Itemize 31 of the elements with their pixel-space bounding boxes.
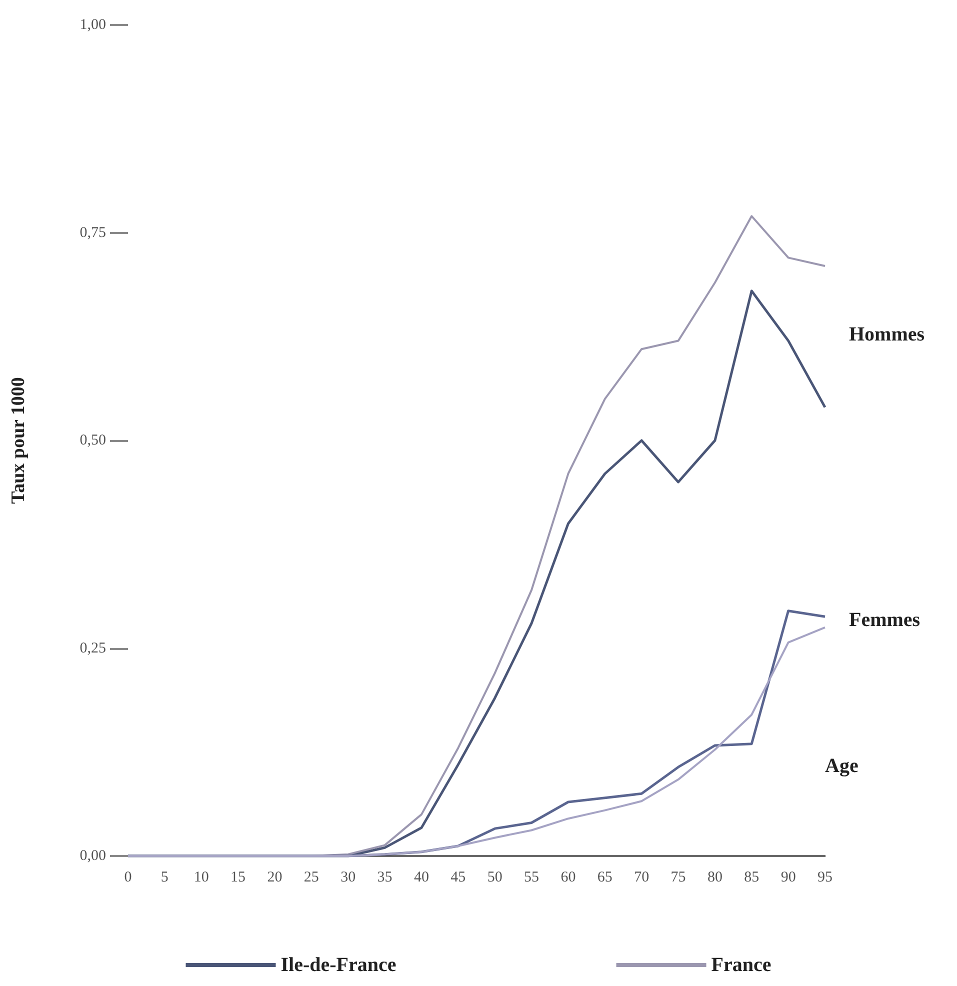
x-tick-label: 40 <box>414 870 429 886</box>
x-tick-label: 55 <box>524 870 540 886</box>
x-tick-label: 25 <box>304 870 319 886</box>
text: Hommes <box>849 324 925 346</box>
x-tick-label: 50 <box>487 870 502 886</box>
x-axis-title: Age <box>825 755 858 777</box>
x-tick-label: 35 <box>377 870 392 886</box>
y-tick-label: 1,00 <box>80 17 106 33</box>
x-tick-label: 85 <box>744 870 760 886</box>
x-tick-label: 95 <box>818 870 832 886</box>
y-tick-label: 0,75 <box>80 224 106 241</box>
x-tick-label: 80 <box>707 870 722 886</box>
y-tick-label: 0,50 <box>80 432 106 448</box>
x-tick-label: 15 <box>230 870 246 886</box>
x-tick-label: 10 <box>194 870 209 886</box>
x-tick-label: 70 <box>634 870 650 886</box>
x-tick-label: 90 <box>780 870 796 886</box>
text: Femmes <box>849 609 920 632</box>
x-tick-label: 45 <box>450 870 466 886</box>
legend-label: France <box>711 954 772 976</box>
x-tick-label: 20 <box>267 870 282 886</box>
x-tick-label: 30 <box>340 870 356 886</box>
x-tick-label: 5 <box>160 870 168 886</box>
y-tick-label: 0,25 <box>80 640 106 656</box>
y-axis-title: Taux pour 1000 <box>8 377 29 504</box>
x-tick-label: 75 <box>670 870 686 886</box>
x-tick-label: 60 <box>560 870 576 886</box>
y-tick-label: 0,00 <box>80 848 106 864</box>
legend-label: Ile-de-France <box>280 954 396 976</box>
x-tick-label: 65 <box>597 870 612 886</box>
x-tick-label: 0 <box>124 870 132 886</box>
